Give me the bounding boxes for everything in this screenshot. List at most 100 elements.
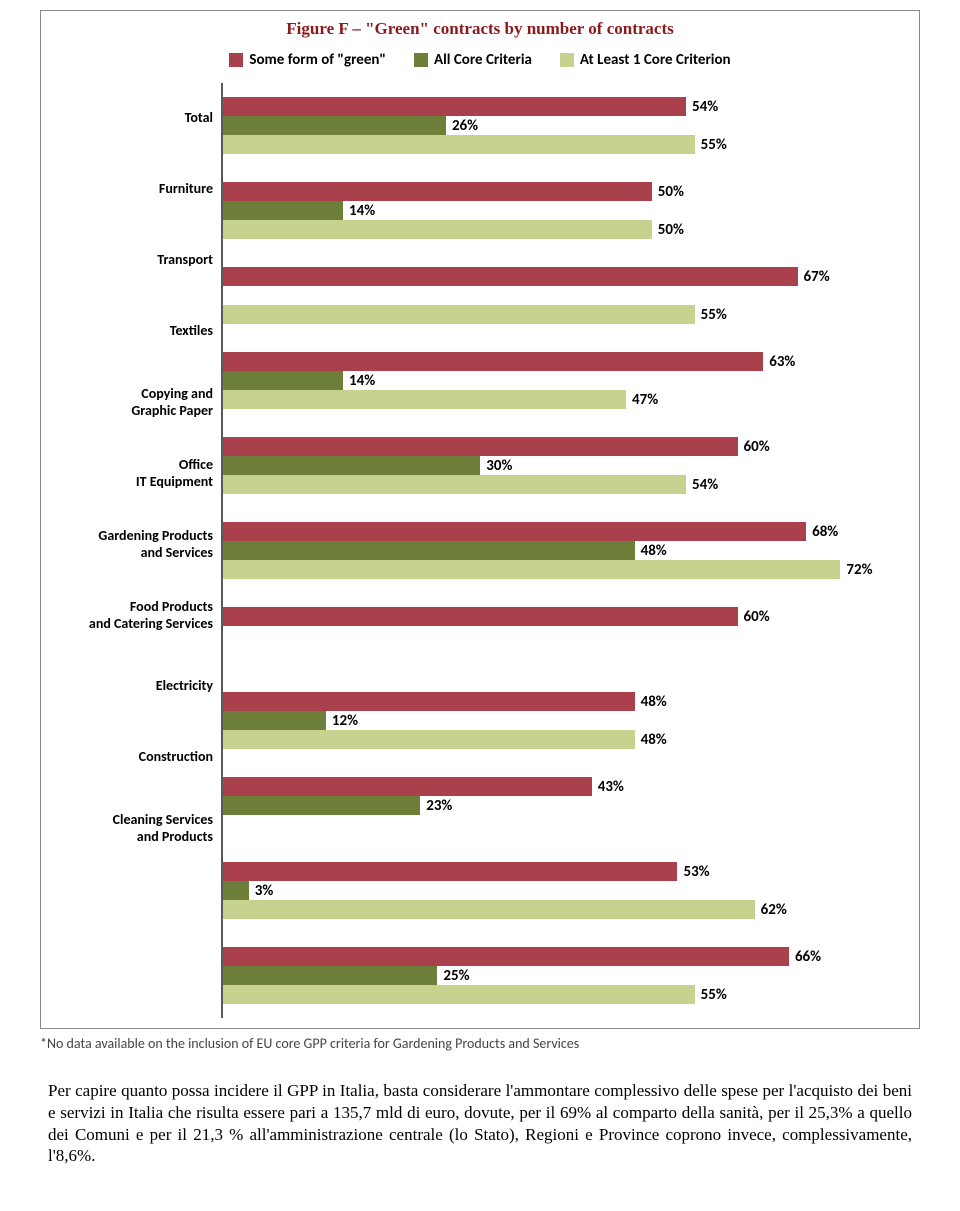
- legend-item: At Least 1 Core Criterion: [560, 51, 731, 69]
- bar: [223, 182, 652, 201]
- bar: [223, 730, 635, 749]
- bar-row: 63%: [223, 352, 909, 371]
- bar-value-label: 72%: [846, 561, 872, 579]
- bar-row: 30%: [223, 456, 909, 475]
- bar-row: 55%: [223, 305, 909, 324]
- bar-row: 25%: [223, 966, 909, 985]
- bar-value-label: 25%: [443, 967, 469, 985]
- bar-row: 3%: [223, 881, 909, 900]
- bar: [223, 692, 635, 711]
- category-group: 60%: [223, 593, 909, 678]
- bar-row: [223, 645, 909, 664]
- bar: [223, 862, 677, 881]
- bar-value-label: 14%: [349, 202, 375, 220]
- category-group: 63% 14% 47%: [223, 338, 909, 423]
- bar-value-label: 60%: [744, 438, 770, 456]
- bar-value-label: 55%: [701, 306, 727, 324]
- bar-row: 60%: [223, 437, 909, 456]
- bar-row: 48%: [223, 692, 909, 711]
- bar-value-label: 50%: [658, 183, 684, 201]
- figure-title: Figure F – "Green" contracts by number o…: [51, 19, 909, 39]
- bar-value-label: 23%: [426, 797, 452, 815]
- bar-value-label: 63%: [769, 353, 795, 371]
- category-label: Gardening Productsand Services: [51, 509, 221, 580]
- bar: [223, 475, 686, 494]
- plot-area: 54%26%55%50%14%50%67%55%63%14%47%60%30%5…: [221, 83, 909, 1018]
- bar-value-label: 12%: [332, 712, 358, 730]
- bar: [223, 881, 249, 900]
- bar-row: 67%: [223, 267, 909, 286]
- bar: [223, 985, 695, 1004]
- bar-value-label: 60%: [744, 608, 770, 626]
- category-group: 67% 55%: [223, 253, 909, 338]
- bar-row: 54%: [223, 475, 909, 494]
- category-group: 54%26%55%: [223, 83, 909, 168]
- bar-row: 48%: [223, 541, 909, 560]
- bar-row: 68%: [223, 522, 909, 541]
- bar-value-label: 48%: [641, 731, 667, 749]
- bar-value-label: 47%: [632, 391, 658, 409]
- bar: [223, 201, 343, 220]
- bar-value-label: 3%: [255, 882, 274, 900]
- bar-row: 53%: [223, 862, 909, 881]
- bar-row: 14%: [223, 371, 909, 390]
- bar-row: [223, 815, 909, 834]
- category-label: Construction: [51, 722, 221, 793]
- category-group: 66%25% 55%: [223, 933, 909, 1018]
- category-group: 50% 14% 50%: [223, 168, 909, 253]
- bar-row: 72%: [223, 560, 909, 579]
- bar: [223, 947, 789, 966]
- category-label: Total: [51, 83, 221, 154]
- bar: [223, 607, 738, 626]
- bar: [223, 560, 840, 579]
- bar-row: 43%: [223, 777, 909, 796]
- bar: [223, 97, 686, 116]
- legend-swatch: [229, 53, 243, 67]
- bar-value-label: 55%: [701, 986, 727, 1004]
- bar-value-label: 54%: [692, 476, 718, 494]
- category-group: 43% 23%: [223, 763, 909, 848]
- bar: [223, 352, 763, 371]
- bar: [223, 135, 695, 154]
- bar: [223, 796, 420, 815]
- bar-row: 50%: [223, 182, 909, 201]
- bar: [223, 456, 480, 475]
- legend-item: All Core Criteria: [414, 51, 532, 69]
- category-group: 53% 3% 62%: [223, 848, 909, 933]
- legend-item: Some form of "green": [229, 51, 386, 69]
- bar: [223, 711, 326, 730]
- bar-value-label: 48%: [641, 542, 667, 560]
- category-label: Copying andGraphic Paper: [51, 367, 221, 438]
- bar: [223, 966, 437, 985]
- category-label: Transport: [51, 225, 221, 296]
- bar-value-label: 43%: [598, 778, 624, 796]
- legend-label: Some form of "green": [249, 51, 386, 69]
- bar-value-label: 68%: [812, 523, 838, 541]
- body-paragraph: Per capire quanto possa incidere il GPP …: [48, 1080, 912, 1167]
- category-labels-column: TotalFurnitureTransportTextilesCopying a…: [51, 83, 221, 1018]
- bar-value-label: 55%: [701, 136, 727, 154]
- bar-value-label: 30%: [486, 457, 512, 475]
- bar-value-label: 48%: [641, 693, 667, 711]
- bar: [223, 900, 755, 919]
- category-label: Electricity: [51, 651, 221, 722]
- bar-row: 60%: [223, 607, 909, 626]
- bar: [223, 390, 626, 409]
- bar-value-label: 50%: [658, 221, 684, 239]
- bar-value-label: 14%: [349, 372, 375, 390]
- legend-label: At Least 1 Core Criterion: [580, 51, 731, 69]
- bar: [223, 305, 695, 324]
- bar-value-label: 62%: [761, 901, 787, 919]
- bar-row: 55%: [223, 135, 909, 154]
- bar-row: 26%: [223, 116, 909, 135]
- bar-value-label: 53%: [683, 863, 709, 881]
- bar-row: [223, 286, 909, 305]
- figure-container: Figure F – "Green" contracts by number o…: [40, 10, 920, 1029]
- bar-row: 66%: [223, 947, 909, 966]
- bar-row: 48%: [223, 730, 909, 749]
- bar-row: 55%: [223, 985, 909, 1004]
- legend: Some form of "green" All Core Criteria At …: [51, 51, 909, 69]
- chart: TotalFurnitureTransportTextilesCopying a…: [51, 83, 909, 1018]
- category-label: Food Productsand Catering Services: [51, 580, 221, 651]
- category-group: 60% 30% 54%: [223, 423, 909, 508]
